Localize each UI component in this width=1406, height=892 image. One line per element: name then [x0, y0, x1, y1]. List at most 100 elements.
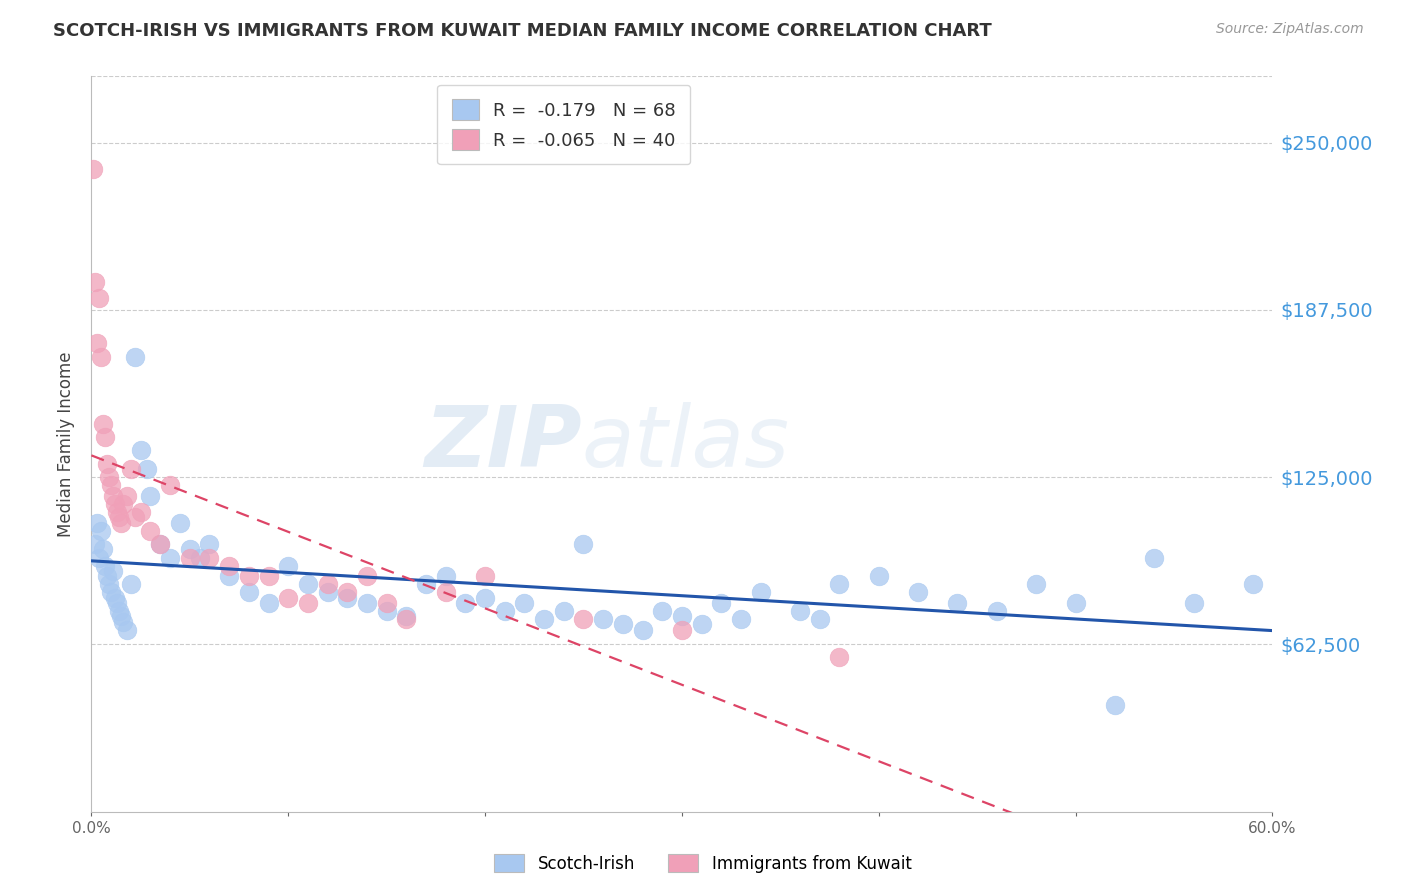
Point — [105, 505, 128, 519]
Point — [572, 612, 595, 626]
Point — [690, 617, 713, 632]
Point — [89, 291, 111, 305]
Point — [533, 612, 555, 626]
Point — [474, 591, 496, 605]
Point — [434, 585, 457, 599]
Point — [553, 604, 575, 618]
Point — [1025, 577, 1047, 591]
Point — [91, 417, 114, 431]
Point — [159, 550, 181, 565]
Point — [198, 537, 221, 551]
Point — [90, 350, 112, 364]
Point — [415, 577, 437, 591]
Point — [710, 596, 733, 610]
Text: ZIP: ZIP — [423, 402, 582, 485]
Point — [297, 596, 319, 610]
Point — [907, 585, 929, 599]
Y-axis label: Median Family Income: Median Family Income — [58, 351, 76, 536]
Point — [238, 569, 260, 583]
Point — [572, 537, 595, 551]
Point — [218, 558, 240, 573]
Point — [139, 489, 162, 503]
Text: Source: ZipAtlas.com: Source: ZipAtlas.com — [1216, 22, 1364, 37]
Point — [730, 612, 752, 626]
Point — [96, 569, 118, 583]
Point — [149, 537, 172, 551]
Point — [101, 564, 124, 578]
Point — [120, 462, 142, 476]
Point — [946, 596, 969, 610]
Point — [808, 612, 831, 626]
Point — [513, 596, 536, 610]
Point — [257, 569, 280, 583]
Point — [159, 478, 181, 492]
Point — [828, 577, 851, 591]
Point — [179, 542, 201, 557]
Point — [316, 585, 339, 599]
Point — [115, 489, 138, 503]
Point — [98, 577, 121, 591]
Point — [149, 537, 172, 551]
Point — [94, 558, 117, 573]
Point — [277, 558, 299, 573]
Point — [1143, 550, 1166, 565]
Point — [277, 591, 299, 605]
Point — [828, 649, 851, 664]
Point — [91, 542, 114, 557]
Point — [105, 596, 128, 610]
Point — [297, 577, 319, 591]
Point — [671, 623, 693, 637]
Point — [124, 510, 146, 524]
Point — [135, 462, 157, 476]
Point — [84, 275, 107, 289]
Point — [104, 591, 127, 605]
Point — [257, 596, 280, 610]
Point — [1182, 596, 1205, 610]
Point — [94, 430, 117, 444]
Point — [474, 569, 496, 583]
Point — [336, 591, 359, 605]
Point — [1104, 698, 1126, 712]
Point — [434, 569, 457, 583]
Point — [188, 550, 211, 565]
Point — [139, 524, 162, 538]
Point — [454, 596, 477, 610]
Point — [100, 478, 122, 492]
Point — [494, 604, 516, 618]
Point — [592, 612, 614, 626]
Point — [749, 585, 772, 599]
Point — [110, 516, 132, 530]
Point — [115, 623, 138, 637]
Point — [316, 577, 339, 591]
Point — [82, 162, 104, 177]
Point — [395, 612, 418, 626]
Legend: R =  -0.179   N = 68, R =  -0.065   N = 40: R = -0.179 N = 68, R = -0.065 N = 40 — [437, 85, 690, 164]
Point — [868, 569, 890, 583]
Point — [789, 604, 811, 618]
Point — [651, 604, 673, 618]
Point — [238, 585, 260, 599]
Point — [356, 596, 378, 610]
Point — [89, 550, 111, 565]
Point — [1064, 596, 1087, 610]
Point — [108, 604, 131, 618]
Point — [104, 497, 127, 511]
Point — [108, 510, 131, 524]
Text: SCOTCH-IRISH VS IMMIGRANTS FROM KUWAIT MEDIAN FAMILY INCOME CORRELATION CHART: SCOTCH-IRISH VS IMMIGRANTS FROM KUWAIT M… — [53, 22, 993, 40]
Point — [179, 550, 201, 565]
Point — [100, 585, 122, 599]
Point — [120, 577, 142, 591]
Point — [110, 609, 132, 624]
Point — [375, 604, 398, 618]
Point — [671, 609, 693, 624]
Point — [84, 537, 107, 551]
Point — [98, 470, 121, 484]
Point — [1241, 577, 1264, 591]
Point — [86, 516, 108, 530]
Point — [612, 617, 634, 632]
Point — [101, 489, 124, 503]
Point — [86, 336, 108, 351]
Point — [631, 623, 654, 637]
Point — [218, 569, 240, 583]
Text: atlas: atlas — [582, 402, 790, 485]
